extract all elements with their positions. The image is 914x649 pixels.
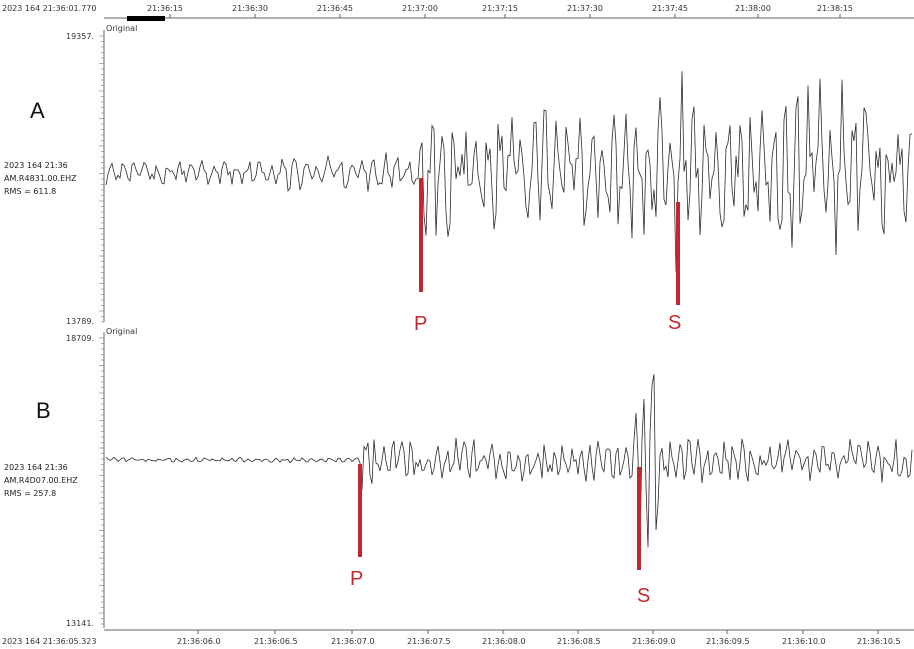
bottom-tick-label: 21:36:06.5 (254, 637, 298, 646)
top-tick-label: 21:37:45 (652, 4, 688, 13)
p-pick-label-a: P (414, 313, 427, 335)
panel-a-letter: A (30, 98, 45, 123)
top-time-axis: 2023 164 21:36:01.770 21:36:15 21:36:30 21… (2, 4, 914, 21)
panel-b-date: 2023 164 21:36 (4, 463, 68, 472)
trace-panel-a: Original 19357. 13789. A 2023 164 21:36 … (4, 24, 913, 335)
bottom-time-axis: 2023 164 21:36:05.323 21:36:06.0 21:36:06… (2, 629, 914, 646)
s-pick-label-a: S (668, 312, 681, 334)
top-tick-label: 21:36:15 (147, 4, 183, 13)
waveform-trace-a (105, 71, 913, 272)
top-tick-label: 21:37:15 (482, 4, 518, 13)
panel-b-tag: Original (106, 327, 137, 336)
scroll-indicator[interactable] (127, 16, 165, 21)
s-pick-label-b: S (637, 585, 650, 607)
panel-b-letter: B (36, 398, 51, 423)
panel-a-date: 2023 164 21:36 (4, 161, 68, 170)
top-tick-label: 21:37:00 (402, 4, 438, 13)
top-tick-label: 21:38:15 (817, 4, 853, 13)
top-tick-label: 21:37:30 (567, 4, 603, 13)
bottom-tick-label: 21:36:08.5 (557, 637, 601, 646)
panel-a-rms: RMS = 611.8 (4, 187, 56, 196)
bottom-tick-label: 21:36:07.5 (407, 637, 451, 646)
bottom-tick-label: 21:36:09.0 (632, 637, 676, 646)
top-tick-label: 21:36:45 (317, 4, 353, 13)
panel-b-ymax: 18709. (66, 334, 94, 343)
panel-a-ymin: 13789. (66, 317, 94, 326)
bottom-tick-label: 21:36:07.0 (331, 637, 375, 646)
panel-b-station: AM.R4D07.00.EHZ (4, 476, 78, 485)
bottom-axis-start-label: 2023 164 21:36:05.323 (2, 637, 96, 646)
panel-b-rms: RMS = 257.8 (4, 489, 56, 498)
bottom-tick-label: 21:36:08.0 (482, 637, 526, 646)
waveform-trace-b (105, 374, 913, 549)
trace-panel-b: Original 18709. 13141. B 2023 164 21:36 … (4, 327, 913, 628)
p-pick-label-b: P (350, 568, 363, 590)
bottom-tick-label: 21:36:06.0 (177, 637, 221, 646)
top-axis-start-label: 2023 164 21:36:01.770 (2, 4, 96, 13)
panel-a-tag: Original (106, 24, 137, 33)
panel-a-station: AM.R4831.00.EHZ (4, 174, 77, 183)
bottom-tick-label: 21:36:10.0 (782, 637, 826, 646)
panel-a-ymax: 19357. (66, 32, 94, 41)
top-tick-label: 21:36:30 (232, 4, 268, 13)
top-tick-label: 21:38:00 (735, 4, 771, 13)
bottom-tick-label: 21:36:10.5 (857, 637, 901, 646)
panel-b-ymin: 13141. (66, 619, 94, 628)
bottom-tick-label: 21:36:09.5 (706, 637, 750, 646)
